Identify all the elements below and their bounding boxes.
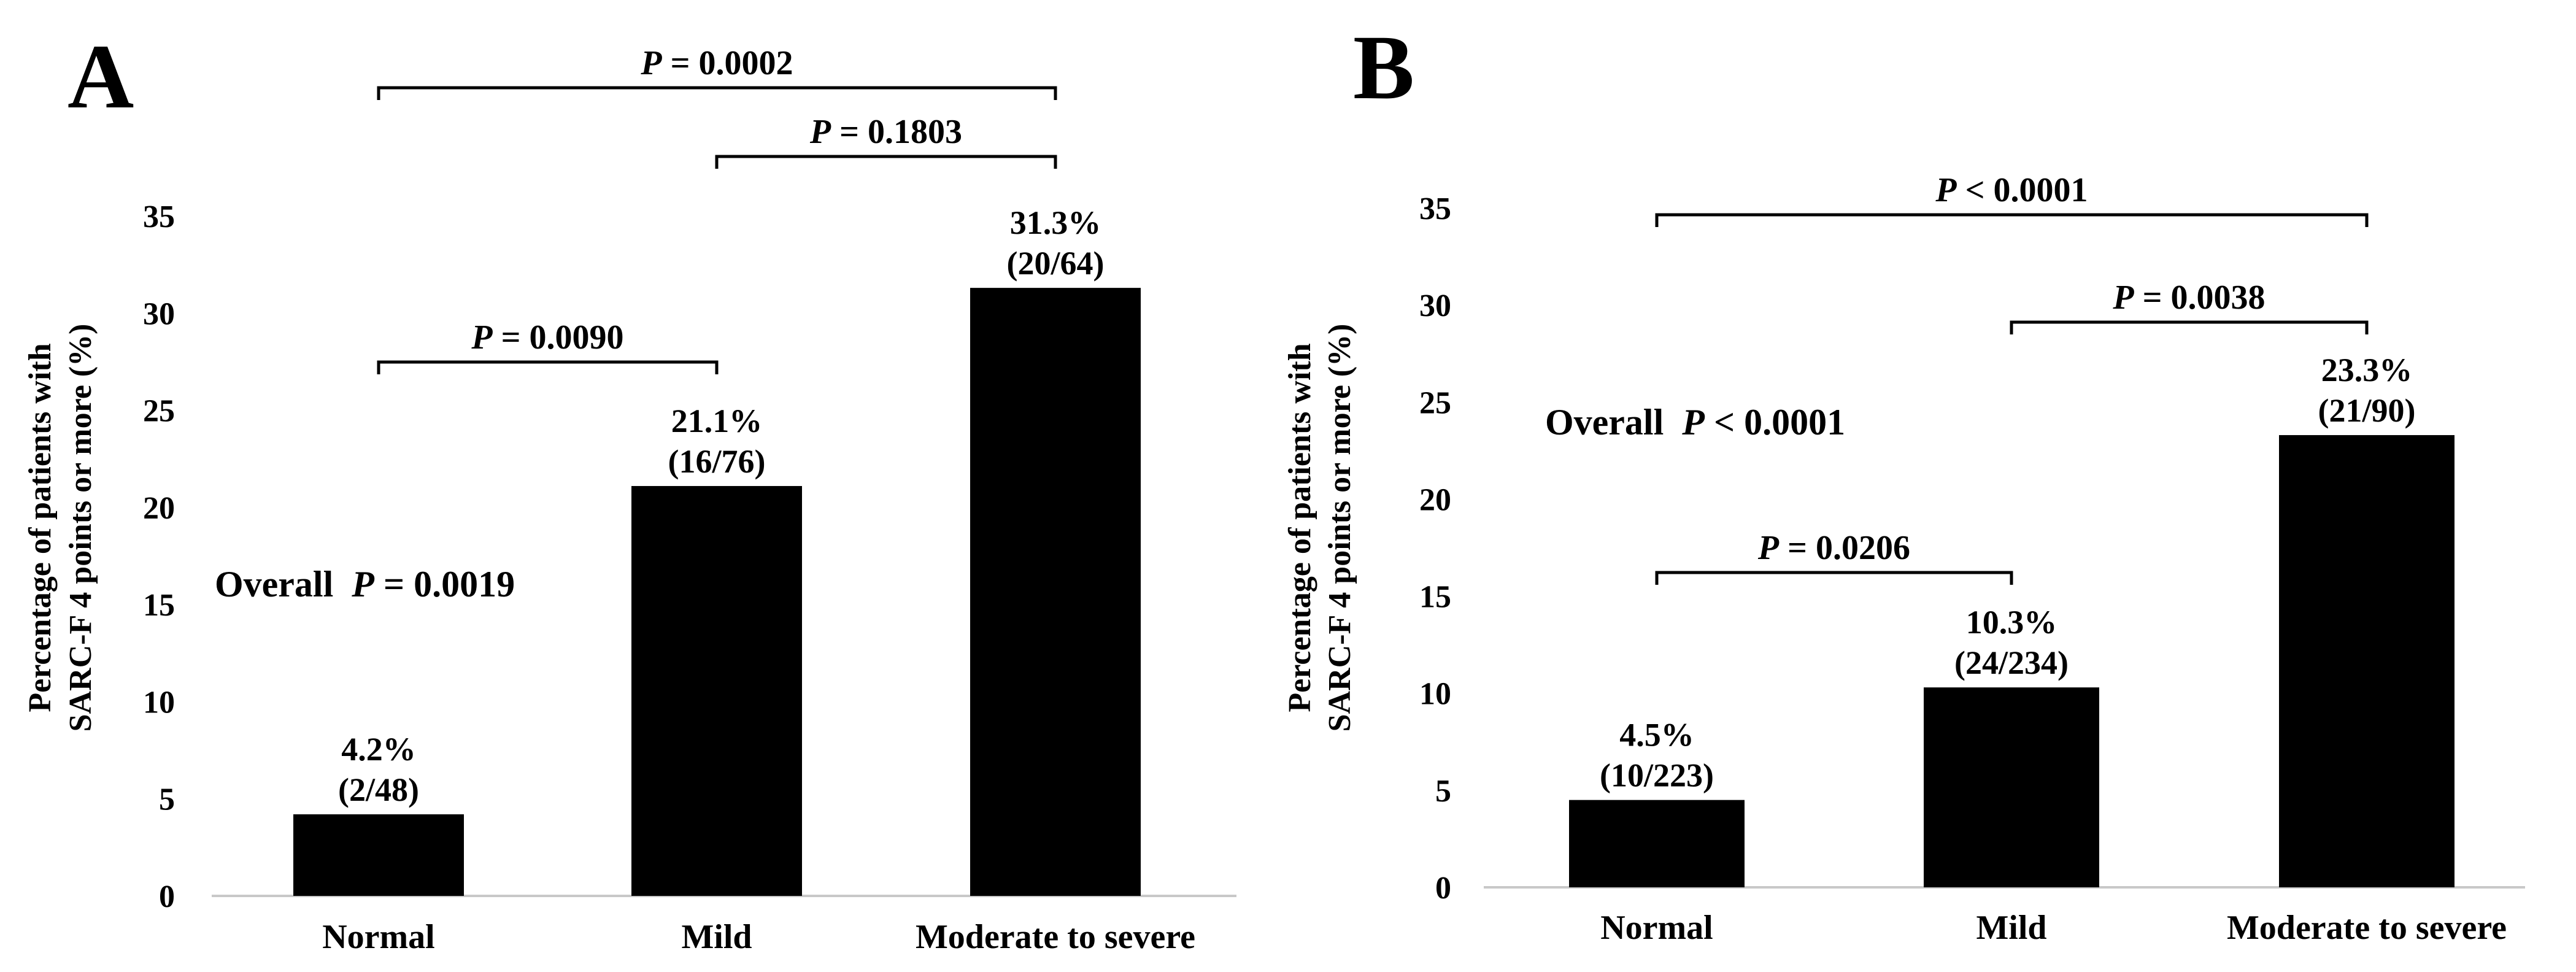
bar bbox=[1924, 687, 2099, 887]
panel-label: A bbox=[67, 26, 134, 128]
overall-p-label: Overall P < 0.0001 bbox=[1545, 402, 1845, 442]
y-tick-label: 25 bbox=[1419, 385, 1451, 420]
bar bbox=[970, 288, 1141, 896]
bar-count-label: (10/223) bbox=[1600, 757, 1714, 794]
bar bbox=[631, 486, 802, 896]
chart-panel-b: B Percentage of patients with SARC-F 4 poi… bbox=[1282, 17, 2525, 947]
y-axis-label: Percentage of patients with bbox=[23, 343, 58, 712]
y-tick-label: 35 bbox=[143, 199, 175, 234]
category-label: Mild bbox=[1976, 909, 2046, 947]
significance-bracket bbox=[1655, 571, 2013, 585]
bar-value-label: 21.1% bbox=[671, 403, 763, 439]
bar-value-label: 10.3% bbox=[1966, 604, 2057, 641]
y-tick-label: 30 bbox=[1419, 288, 1451, 323]
y-tick-label: 0 bbox=[159, 879, 175, 914]
significance-bracket bbox=[2010, 320, 2369, 334]
chart-panel-a: A Percentage of patients with SARC-F 4 poi… bbox=[23, 26, 1236, 956]
bar-count-label: (16/76) bbox=[668, 443, 766, 480]
bar bbox=[1569, 800, 1745, 887]
significance-bracket bbox=[1655, 213, 2369, 227]
y-axis-label: Percentage of patients with bbox=[1282, 343, 1317, 712]
significance-bracket bbox=[377, 86, 1057, 100]
category-label: Mild bbox=[681, 918, 752, 956]
p-value-label: P = 0.0090 bbox=[471, 318, 623, 357]
y-tick-label: 10 bbox=[1419, 677, 1451, 712]
y-tick-label: 10 bbox=[143, 685, 175, 720]
category-label: Normal bbox=[322, 918, 435, 956]
bar-count-label: (24/234) bbox=[1954, 644, 2069, 681]
y-tick-label: 25 bbox=[143, 394, 175, 429]
bar-value-label: 31.3% bbox=[1010, 204, 1101, 241]
category-label: Normal bbox=[1600, 909, 1713, 947]
overall-p-label: Overall P = 0.0019 bbox=[215, 564, 515, 604]
y-tick-label: 5 bbox=[1435, 774, 1451, 809]
y-tick-label: 15 bbox=[1419, 580, 1451, 615]
p-value-label: P < 0.0001 bbox=[1935, 171, 2088, 209]
category-label: Moderate to severe bbox=[916, 918, 1195, 956]
bar-value-label: 4.5% bbox=[1619, 717, 1694, 754]
panel-label: B bbox=[1353, 17, 1414, 118]
category-label: Moderate to severe bbox=[2227, 909, 2507, 947]
y-tick-label: 5 bbox=[159, 782, 175, 817]
y-axis-label: SARC-F 4 points or more (%) bbox=[1322, 324, 1357, 732]
bar-count-label: (21/90) bbox=[2318, 392, 2416, 429]
p-value-label: P = 0.0206 bbox=[1757, 529, 1910, 567]
significance-bracket bbox=[377, 360, 719, 374]
y-axis-label: SARC-F 4 points or more (%) bbox=[63, 324, 98, 732]
bar bbox=[293, 814, 464, 896]
bar-value-label: 23.3% bbox=[2321, 352, 2413, 388]
y-tick-label: 20 bbox=[143, 491, 175, 526]
y-tick-label: 30 bbox=[143, 296, 175, 331]
bar-count-label: (2/48) bbox=[338, 771, 419, 808]
y-tick-label: 20 bbox=[1419, 482, 1451, 517]
y-tick-label: 15 bbox=[143, 588, 175, 623]
y-tick-label: 35 bbox=[1419, 191, 1451, 226]
p-value-label: P = 0.0038 bbox=[2112, 279, 2265, 317]
p-value-label: P = 0.1803 bbox=[809, 113, 962, 151]
bar bbox=[2279, 435, 2455, 887]
significance-bracket bbox=[715, 155, 1057, 169]
bar-value-label: 4.2% bbox=[341, 731, 416, 768]
p-value-label: P = 0.0002 bbox=[640, 44, 793, 82]
y-tick-label: 0 bbox=[1435, 871, 1451, 906]
bar-count-label: (20/64) bbox=[1007, 245, 1105, 282]
